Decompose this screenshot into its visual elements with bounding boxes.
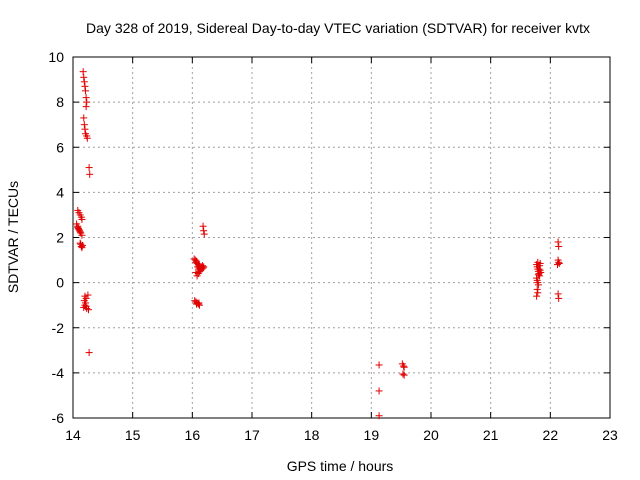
data-point [85, 349, 93, 357]
y-tick-label: 2 [56, 230, 64, 246]
data-point [375, 412, 383, 420]
data-point [83, 98, 91, 106]
data-point [533, 285, 541, 293]
x-tick-label: 21 [483, 427, 499, 443]
data-point [77, 243, 85, 251]
data-point [80, 121, 88, 129]
y-tick-label: 10 [48, 49, 64, 65]
data-point [82, 103, 90, 111]
data-point [200, 230, 208, 238]
y-tick-label: -2 [52, 320, 65, 336]
data-point [400, 363, 408, 371]
data-point [195, 299, 203, 307]
data-point [533, 292, 541, 300]
x-tick-label: 18 [304, 427, 320, 443]
data-point [80, 114, 88, 122]
data-point [400, 371, 408, 379]
data-point [86, 170, 94, 178]
data-point [84, 291, 92, 299]
data-point [554, 290, 562, 298]
data-point [554, 238, 562, 246]
data-point [200, 227, 208, 235]
y-tick-label: 8 [56, 94, 64, 110]
data-points [73, 68, 563, 420]
data-point [78, 215, 86, 223]
data-point [375, 361, 383, 369]
data-point [82, 94, 90, 102]
y-tick-label: -4 [52, 365, 65, 381]
y-tick-label: -6 [52, 410, 65, 426]
x-tick-labels: 14 15 16 17 18 19 20 21 22 23 [65, 427, 618, 443]
x-tick-label: 19 [364, 427, 380, 443]
y-tick-label: 4 [56, 184, 64, 200]
data-point [534, 271, 542, 279]
data-point [535, 265, 543, 273]
data-point [534, 281, 542, 289]
data-point [82, 302, 90, 310]
data-point [83, 134, 91, 142]
data-point [555, 294, 563, 302]
data-point [81, 82, 89, 90]
y-tick-labels: -6 -4 -2 0 2 4 6 8 10 [48, 49, 64, 426]
data-point [198, 265, 206, 273]
data-point [85, 164, 93, 172]
data-point [76, 228, 84, 236]
data-point [78, 231, 86, 239]
data-point [80, 73, 88, 81]
x-tick-label: 16 [185, 427, 201, 443]
x-tick-label: 23 [602, 427, 618, 443]
data-point [192, 268, 200, 276]
grid [73, 57, 610, 418]
data-point [79, 68, 87, 76]
x-tick-label: 15 [125, 427, 141, 443]
x-axis-title: GPS time / hours [287, 458, 394, 474]
x-tick-label: 14 [65, 427, 81, 443]
x-tick-label: 22 [543, 427, 559, 443]
data-point [399, 370, 407, 378]
data-point [81, 125, 89, 133]
data-point [553, 261, 561, 269]
x-tick-label: 20 [423, 427, 439, 443]
data-point [534, 289, 542, 297]
y-tick-label: 6 [56, 139, 64, 155]
data-point [82, 87, 90, 95]
data-point [199, 264, 207, 272]
data-point [199, 222, 207, 230]
data-point [555, 259, 563, 267]
data-point [193, 272, 201, 280]
data-point [375, 387, 383, 395]
data-point [555, 243, 563, 251]
data-point [80, 78, 88, 86]
y-axis-title: SDTVAR / TECUs [5, 181, 21, 293]
data-point [534, 258, 542, 266]
chart-title: Day 328 of 2019, Sidereal Day-to-day VTE… [86, 20, 590, 36]
data-point [74, 223, 82, 231]
data-point [400, 362, 408, 370]
y-tick-label: 0 [56, 275, 64, 291]
axis-ticks [72, 56, 611, 419]
x-tick-label: 17 [244, 427, 260, 443]
data-point [79, 241, 87, 249]
